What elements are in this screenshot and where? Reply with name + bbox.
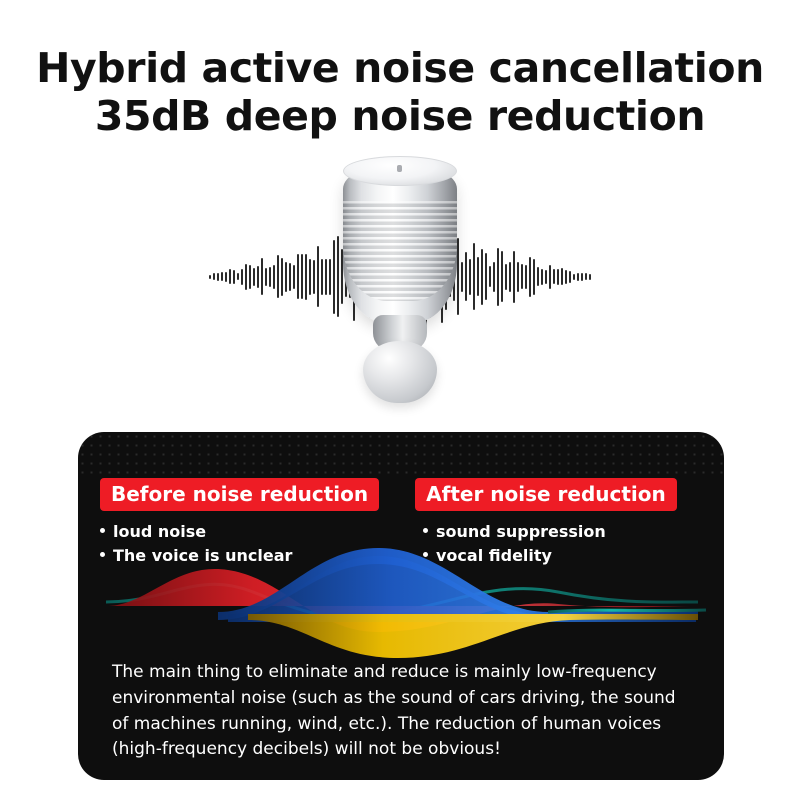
page-title-line-1: Hybrid active noise cancellation bbox=[36, 44, 764, 92]
waveform-bar bbox=[289, 262, 291, 291]
waveform-bar bbox=[233, 269, 235, 284]
waveform-bar bbox=[265, 267, 267, 286]
waveform-bar bbox=[489, 266, 491, 288]
list-item-label: The voice is unclear bbox=[113, 546, 293, 565]
waveform-bar bbox=[329, 258, 331, 295]
bullet-dot-icon bbox=[423, 528, 428, 533]
before-bullet-list: loud noise The voice is unclear bbox=[100, 520, 379, 568]
waveform-bar bbox=[493, 261, 495, 292]
waveform-bar bbox=[481, 248, 483, 305]
product-hero bbox=[0, 155, 800, 404]
waveform-bar bbox=[301, 254, 303, 300]
waveform-bar bbox=[249, 264, 251, 289]
comparison-tags: Before noise reduction After noise reduc… bbox=[78, 478, 724, 511]
noise-comparison-panel: Before noise reduction After noise reduc… bbox=[78, 432, 724, 780]
list-item-label: vocal fidelity bbox=[436, 546, 552, 565]
waveform-bar bbox=[569, 270, 571, 283]
waveform-bar bbox=[529, 256, 531, 297]
earbud-body bbox=[343, 162, 457, 323]
status-badge-after: After noise reduction bbox=[415, 478, 677, 511]
bullet-dot-icon bbox=[100, 552, 105, 557]
waveform-bar bbox=[241, 268, 243, 285]
list-item: The voice is unclear bbox=[100, 544, 379, 568]
page-title-line-2: 35dB deep noise reduction bbox=[94, 92, 706, 141]
waveform-bar bbox=[497, 247, 499, 306]
waveform-bar bbox=[537, 267, 539, 287]
waveform-bar bbox=[461, 261, 463, 292]
waveform-bar bbox=[585, 273, 587, 281]
waveform-bar bbox=[229, 269, 231, 285]
waveform-bar bbox=[581, 273, 583, 281]
list-item: sound suppression bbox=[423, 520, 702, 544]
list-item: loud noise bbox=[100, 520, 379, 544]
waveform-bar bbox=[549, 264, 551, 289]
dot-pattern-decoration bbox=[78, 432, 724, 478]
waveform-bar bbox=[245, 263, 247, 290]
waveform-bar bbox=[273, 264, 275, 289]
comparison-bullet-lists: loud noise The voice is unclear sound su… bbox=[78, 520, 724, 568]
waveform-bar bbox=[513, 250, 515, 303]
earbud-ribbed-texture bbox=[343, 200, 457, 301]
waveform-bar bbox=[261, 258, 263, 296]
waveform-bar bbox=[213, 273, 215, 281]
waveform-bar bbox=[341, 249, 343, 305]
waveform-bar bbox=[337, 236, 339, 318]
waveform-bar bbox=[225, 271, 227, 282]
waveform-bar bbox=[561, 268, 563, 286]
waveform-bar bbox=[557, 268, 559, 285]
waveform-bar bbox=[525, 264, 527, 289]
bullet-dot-icon bbox=[100, 528, 105, 533]
page-title: Hybrid active noise cancellation 35dB de… bbox=[0, 0, 800, 141]
waveform-bar bbox=[293, 264, 295, 289]
waveform-bar bbox=[565, 269, 567, 284]
waveform-bar bbox=[277, 255, 279, 299]
after-bullet-list: sound suppression vocal fidelity bbox=[423, 520, 702, 568]
waveform-bar bbox=[333, 239, 335, 314]
waveform-bar bbox=[485, 253, 487, 301]
waveform-bar bbox=[317, 246, 319, 308]
waveform-bar bbox=[257, 265, 259, 288]
bullet-dot-icon bbox=[423, 552, 428, 557]
waveform-bar bbox=[509, 261, 511, 292]
waveform-bar bbox=[541, 268, 543, 285]
earbud-microphone-dot bbox=[397, 164, 402, 172]
earbud-ear-tip bbox=[363, 340, 437, 403]
waveform-bar bbox=[501, 251, 503, 303]
waveform-bar bbox=[577, 272, 579, 281]
waveform-bar bbox=[209, 274, 211, 279]
waveform-bar bbox=[269, 266, 271, 287]
list-item: vocal fidelity bbox=[423, 544, 702, 568]
waveform-bar bbox=[589, 273, 591, 280]
waveform-bar bbox=[253, 267, 255, 286]
panel-description: The main thing to eliminate and reduce i… bbox=[112, 662, 676, 760]
status-badge-before: Before noise reduction bbox=[100, 478, 380, 511]
waveform-bar bbox=[465, 252, 467, 302]
waveform-bar bbox=[237, 273, 239, 281]
waveform-bar bbox=[321, 258, 323, 295]
waveform-bar bbox=[505, 263, 507, 290]
waveform-bar bbox=[297, 254, 299, 300]
waveform-bar bbox=[469, 259, 471, 295]
waveform-bar bbox=[217, 273, 219, 281]
list-item-label: sound suppression bbox=[436, 522, 606, 541]
waveform-bar bbox=[457, 238, 459, 316]
waveform-bar bbox=[473, 243, 475, 311]
waveform-bar bbox=[221, 272, 223, 282]
waveform-bar bbox=[545, 269, 547, 284]
waveform-bar bbox=[313, 259, 315, 294]
waveform-bar bbox=[553, 269, 555, 285]
waveform-bar bbox=[477, 257, 479, 297]
list-item-label: loud noise bbox=[113, 522, 207, 541]
waveform-bar bbox=[309, 258, 311, 295]
waveform-bar bbox=[517, 261, 519, 292]
waveform-bar bbox=[533, 258, 535, 295]
waveform-bar bbox=[521, 264, 523, 290]
waveform-bar bbox=[305, 253, 307, 300]
waveform-bar bbox=[281, 257, 283, 296]
noise-wave-graphic bbox=[78, 540, 724, 665]
waveform-bar bbox=[325, 258, 327, 295]
waveform-bar bbox=[285, 261, 287, 292]
earbud-icon bbox=[335, 155, 465, 403]
waveform-bar bbox=[573, 273, 575, 280]
